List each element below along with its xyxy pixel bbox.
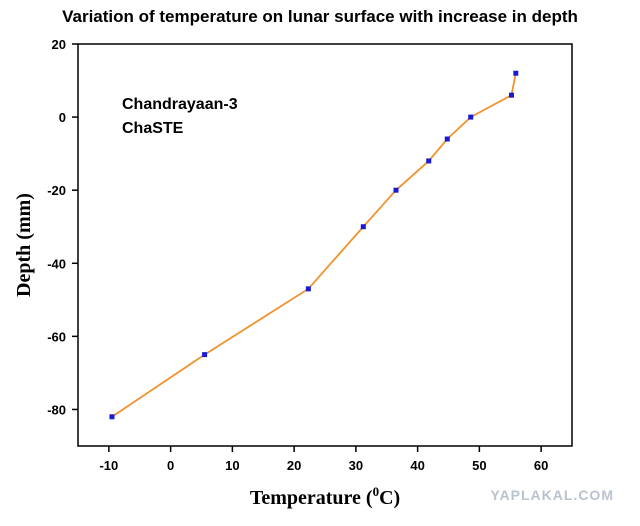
y-tick-label: -20 (47, 183, 66, 198)
x-axis-label: Temperature (0C) (250, 484, 400, 509)
y-tick-label: -80 (47, 402, 66, 417)
watermark: YAPLAKAL.COM (491, 487, 615, 503)
series-line (111, 73, 517, 418)
data-point (468, 114, 474, 120)
data-point (513, 70, 519, 76)
x-tick-label: 60 (534, 458, 548, 473)
x-tick-label: 0 (167, 458, 174, 473)
ticks-layer: -10 0 10 20 30 40 50 60 20 0 -20 -40 -60 -80 (47, 37, 548, 473)
plot-frame (77, 43, 573, 447)
x-tick-label: 30 (349, 458, 363, 473)
y-axis-label: Depth (mm) (13, 193, 35, 297)
data-point (305, 286, 311, 292)
annotation-line-1: Chandrayaan-3 (122, 96, 238, 113)
x-tick-label: 20 (287, 458, 301, 473)
y-tick-label: -60 (47, 329, 66, 344)
x-tick-label: 40 (410, 458, 424, 473)
x-tick-label: -10 (99, 458, 118, 473)
chart-title: Variation of temperature on lunar surfac… (62, 7, 578, 26)
data-point (109, 414, 115, 420)
data-point (508, 92, 514, 98)
data-point (393, 187, 399, 193)
y-tick-label: -40 (47, 256, 66, 271)
series-layer (109, 70, 519, 420)
annotation: Chandrayaan-3 ChaSTE (122, 96, 238, 137)
data-point (426, 158, 432, 164)
x-tick-label: 10 (225, 458, 239, 473)
x-tick-label: 50 (472, 458, 486, 473)
y-tick-label: 20 (52, 37, 66, 52)
data-point (202, 352, 208, 358)
y-tick-label: 0 (59, 110, 66, 125)
data-point (360, 224, 366, 230)
data-point (444, 136, 450, 142)
annotation-line-2: ChaSTE (122, 120, 184, 137)
